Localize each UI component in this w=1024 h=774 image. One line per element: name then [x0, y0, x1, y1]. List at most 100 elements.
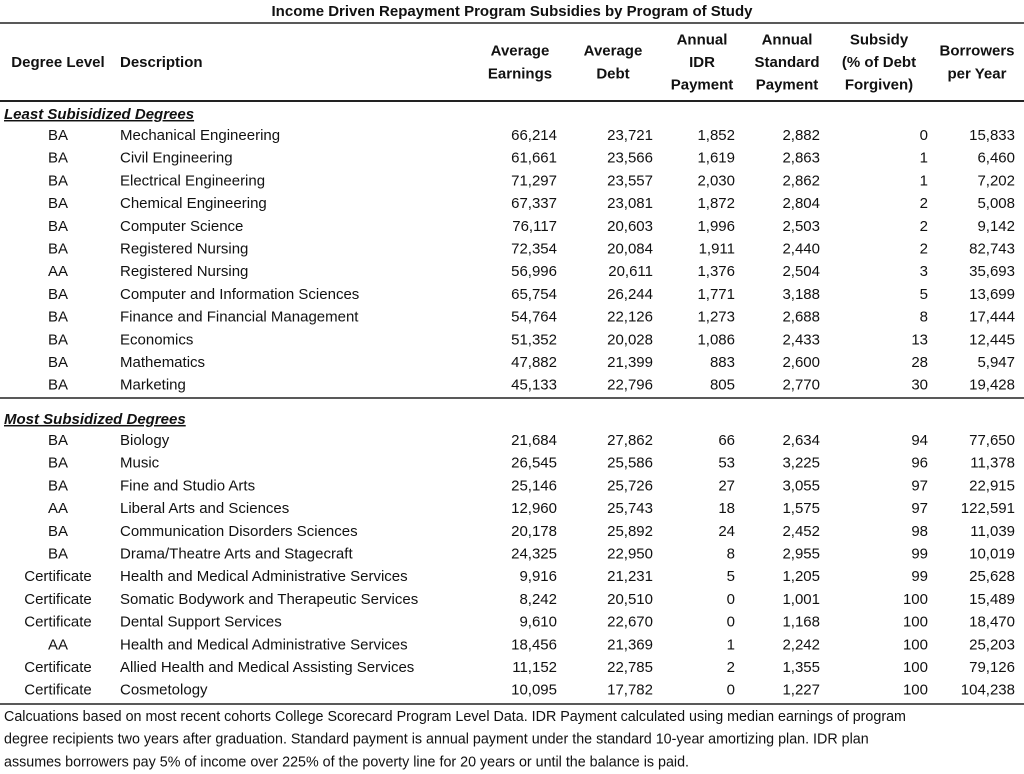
cell: Somatic Bodywork and Therapeutic Service…	[120, 591, 418, 608]
cell: 1,168	[782, 614, 820, 631]
cell: 2,863	[782, 150, 820, 167]
footnote: Calcuations based on most recent cohorts…	[4, 709, 906, 725]
cell: 12,960	[511, 500, 557, 517]
cell: 23,721	[607, 127, 653, 144]
cell: 9,610	[519, 614, 557, 631]
cell: 0	[920, 127, 928, 144]
cell: 54,764	[511, 309, 557, 326]
cell: 22,915	[969, 477, 1015, 494]
cell: 61,661	[511, 150, 557, 167]
cell: 9,916	[519, 568, 557, 585]
cell: 3,055	[782, 477, 820, 494]
cell: 5	[920, 286, 928, 303]
cell: 24,325	[511, 545, 557, 562]
section-heading: Least Subisidized Degrees	[4, 106, 194, 123]
footnote: degree recipients two years after gradua…	[4, 732, 869, 748]
cell: 30	[911, 377, 928, 394]
cell: 20,611	[608, 263, 653, 280]
column-header: (% of Debt	[842, 54, 916, 71]
cell: 25,628	[969, 568, 1015, 585]
cell: 21,684	[511, 432, 557, 449]
cell: 2,504	[782, 263, 820, 280]
cell: Chemical Engineering	[120, 195, 267, 212]
cell: 18	[718, 500, 735, 517]
cell: 1,619	[697, 150, 735, 167]
column-header: Description	[120, 54, 203, 71]
table-title: Income Driven Repayment Program Subsidie…	[272, 3, 754, 20]
cell: 20,510	[607, 591, 653, 608]
cell: Marketing	[120, 377, 186, 394]
cell: 5	[727, 568, 735, 585]
cell: 77,650	[969, 432, 1015, 449]
cell: Cosmetology	[120, 682, 208, 699]
cell: BA	[48, 309, 68, 326]
cell: Economics	[120, 331, 193, 348]
cell: 2,440	[782, 240, 820, 257]
cell: 25,586	[607, 455, 653, 472]
cell: 20,084	[607, 240, 653, 257]
cell: BA	[48, 377, 68, 394]
cell: 15,489	[969, 591, 1015, 608]
cell: 53	[718, 455, 735, 472]
cell: 25,726	[607, 477, 653, 494]
cell: 1,872	[697, 195, 735, 212]
cell: 72,354	[511, 240, 557, 257]
cell: 28	[911, 354, 928, 371]
cell: 1,086	[697, 331, 735, 348]
cell: BA	[48, 286, 68, 303]
cell: 21,231	[607, 568, 653, 585]
cell: 2,600	[782, 354, 820, 371]
cell: 100	[903, 614, 928, 631]
cell: BA	[48, 127, 68, 144]
cell: 25,146	[511, 477, 557, 494]
cell: AA	[48, 263, 68, 280]
cell: 10,095	[511, 682, 557, 699]
cell: 100	[903, 659, 928, 676]
cell: 98	[911, 523, 928, 540]
cell: Biology	[120, 432, 170, 449]
column-header: Forgiven)	[845, 77, 913, 94]
cell: BA	[48, 195, 68, 212]
cell: 2,955	[782, 545, 820, 562]
cell: 8	[920, 309, 928, 326]
cell: Communication Disorders Sciences	[120, 523, 358, 540]
cell: 2,804	[782, 195, 820, 212]
cell: 2,030	[697, 172, 735, 189]
cell: 22,670	[607, 614, 653, 631]
column-header: Average	[491, 43, 550, 60]
cell: 18,470	[969, 614, 1015, 631]
cell: Civil Engineering	[120, 150, 233, 167]
cell: 1	[920, 172, 928, 189]
cell: 11,039	[970, 523, 1015, 540]
cell: 2,882	[782, 127, 820, 144]
cell: 27	[718, 477, 735, 494]
cell: 1	[727, 636, 735, 653]
cell: 97	[911, 477, 928, 494]
cell: 20,028	[607, 331, 653, 348]
cell: 47,882	[511, 354, 557, 371]
cell: BA	[48, 150, 68, 167]
cell: 11,378	[970, 455, 1015, 472]
cell: 67,337	[511, 195, 557, 212]
cell: 805	[710, 377, 735, 394]
column-header: per Year	[948, 65, 1007, 82]
cell: 26,244	[607, 286, 653, 303]
column-header: Degree Level	[11, 54, 104, 71]
cell: Health and Medical Administrative Servic…	[120, 568, 408, 585]
cell: BA	[48, 477, 68, 494]
cell: 11,152	[512, 659, 557, 676]
cell: 22,950	[607, 545, 653, 562]
cell: BA	[48, 240, 68, 257]
section-heading: Most Subsidized Degrees	[4, 411, 186, 428]
cell: 66	[718, 432, 735, 449]
cell: Registered Nursing	[120, 240, 248, 257]
cell: 3	[920, 263, 928, 280]
cell: 2	[727, 659, 735, 676]
cell: 2,634	[782, 432, 820, 449]
cell: 65,754	[511, 286, 557, 303]
cell: Finance and Financial Management	[120, 309, 359, 326]
cell: 12,445	[969, 331, 1015, 348]
cell: 2,433	[782, 331, 820, 348]
